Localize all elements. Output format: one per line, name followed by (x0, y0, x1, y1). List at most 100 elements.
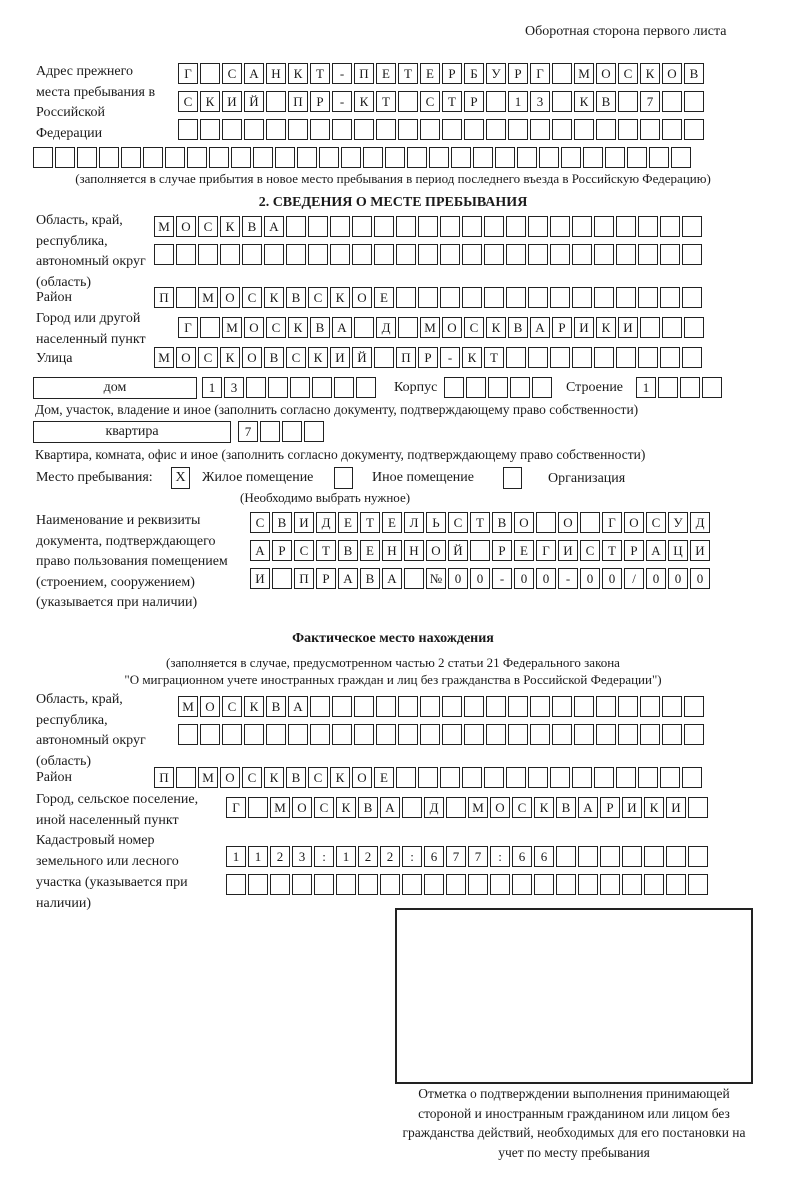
char-box[interactable] (356, 377, 376, 398)
char-box[interactable]: С (222, 63, 242, 84)
char-box[interactable] (580, 512, 600, 533)
char-box[interactable]: С (464, 317, 484, 338)
char-box[interactable] (508, 119, 528, 140)
char-box[interactable]: П (294, 568, 314, 589)
char-box[interactable]: К (462, 347, 482, 368)
char-box[interactable] (528, 287, 548, 308)
char-box[interactable]: 7 (640, 91, 660, 112)
document-row-3[interactable]: И П Р А В А № 0 0-0 0-0 0/0 0 0 (249, 568, 711, 590)
char-box[interactable] (286, 216, 306, 237)
char-box[interactable] (594, 347, 614, 368)
char-box[interactable] (246, 377, 266, 398)
char-box[interactable]: О (244, 317, 264, 338)
char-box[interactable] (550, 347, 570, 368)
char-box[interactable]: М (178, 696, 198, 717)
char-box[interactable]: С (420, 91, 440, 112)
char-box[interactable]: С (646, 512, 666, 533)
char-box[interactable]: С (512, 797, 532, 818)
char-box[interactable] (662, 91, 682, 112)
char-box[interactable]: Й (352, 347, 372, 368)
char-box[interactable] (374, 244, 394, 265)
char-box[interactable]: 1 (226, 846, 246, 867)
char-box[interactable] (462, 244, 482, 265)
char-box[interactable] (574, 119, 594, 140)
char-box[interactable] (530, 119, 550, 140)
char-box[interactable] (618, 696, 638, 717)
char-box[interactable] (242, 244, 262, 265)
char-box[interactable]: И (666, 797, 686, 818)
char-box[interactable] (596, 724, 616, 745)
char-box[interactable] (440, 287, 460, 308)
char-box[interactable]: Р (600, 797, 620, 818)
char-box[interactable]: К (264, 767, 284, 788)
char-box[interactable]: А (244, 63, 264, 84)
char-box[interactable]: 0 (448, 568, 468, 589)
char-box[interactable] (688, 846, 708, 867)
char-box[interactable] (143, 147, 163, 168)
char-box[interactable] (539, 147, 559, 168)
char-box[interactable]: : (402, 846, 422, 867)
char-box[interactable]: И (622, 797, 642, 818)
char-box[interactable] (424, 874, 444, 895)
char-box[interactable]: П (288, 91, 308, 112)
char-box[interactable]: Г (178, 63, 198, 84)
char-box[interactable] (402, 874, 422, 895)
char-box[interactable]: А (264, 216, 284, 237)
char-box[interactable] (266, 724, 286, 745)
char-box[interactable]: С (266, 317, 286, 338)
char-box[interactable]: 6 (512, 846, 532, 867)
char-box[interactable]: И (574, 317, 594, 338)
char-box[interactable] (444, 377, 464, 398)
actual-region-row-2[interactable] (177, 724, 705, 746)
char-box[interactable] (176, 767, 196, 788)
char-box[interactable]: К (574, 91, 594, 112)
char-box[interactable] (396, 244, 416, 265)
char-box[interactable] (304, 421, 324, 442)
char-box[interactable] (121, 147, 141, 168)
char-box[interactable]: В (684, 63, 704, 84)
char-box[interactable]: А (338, 568, 358, 589)
char-box[interactable] (462, 287, 482, 308)
char-box[interactable]: Д (690, 512, 710, 533)
char-box[interactable]: М (198, 287, 218, 308)
char-box[interactable] (178, 724, 198, 745)
char-box[interactable] (253, 147, 273, 168)
char-box[interactable] (33, 147, 53, 168)
char-box[interactable] (640, 696, 660, 717)
char-box[interactable] (660, 347, 680, 368)
char-box[interactable] (418, 244, 438, 265)
char-box[interactable]: С (618, 63, 638, 84)
char-box[interactable] (398, 119, 418, 140)
char-box[interactable]: Г (530, 63, 550, 84)
char-box[interactable]: О (558, 512, 578, 533)
char-box[interactable] (638, 347, 658, 368)
char-box[interactable] (407, 147, 427, 168)
char-box[interactable] (644, 874, 664, 895)
char-box[interactable] (319, 147, 339, 168)
char-box[interactable]: В (272, 512, 292, 533)
char-box[interactable] (596, 696, 616, 717)
char-box[interactable] (470, 540, 490, 561)
char-box[interactable]: 1 (202, 377, 222, 398)
char-box[interactable]: 0 (646, 568, 666, 589)
char-box[interactable]: Г (602, 512, 622, 533)
char-box[interactable]: М (468, 797, 488, 818)
char-box[interactable] (292, 874, 312, 895)
char-box[interactable] (376, 724, 396, 745)
char-box[interactable] (380, 874, 400, 895)
char-box[interactable]: 3 (530, 91, 550, 112)
char-box[interactable]: У (486, 63, 506, 84)
char-box[interactable]: О (426, 540, 446, 561)
char-box[interactable] (486, 91, 506, 112)
char-box[interactable] (396, 216, 416, 237)
char-box[interactable] (341, 147, 361, 168)
char-box[interactable]: О (176, 347, 196, 368)
char-box[interactable]: В (556, 797, 576, 818)
char-box[interactable]: Р (442, 63, 462, 84)
char-box[interactable]: В (338, 540, 358, 561)
char-box[interactable]: : (490, 846, 510, 867)
char-box[interactable] (682, 287, 702, 308)
char-box[interactable] (649, 147, 669, 168)
